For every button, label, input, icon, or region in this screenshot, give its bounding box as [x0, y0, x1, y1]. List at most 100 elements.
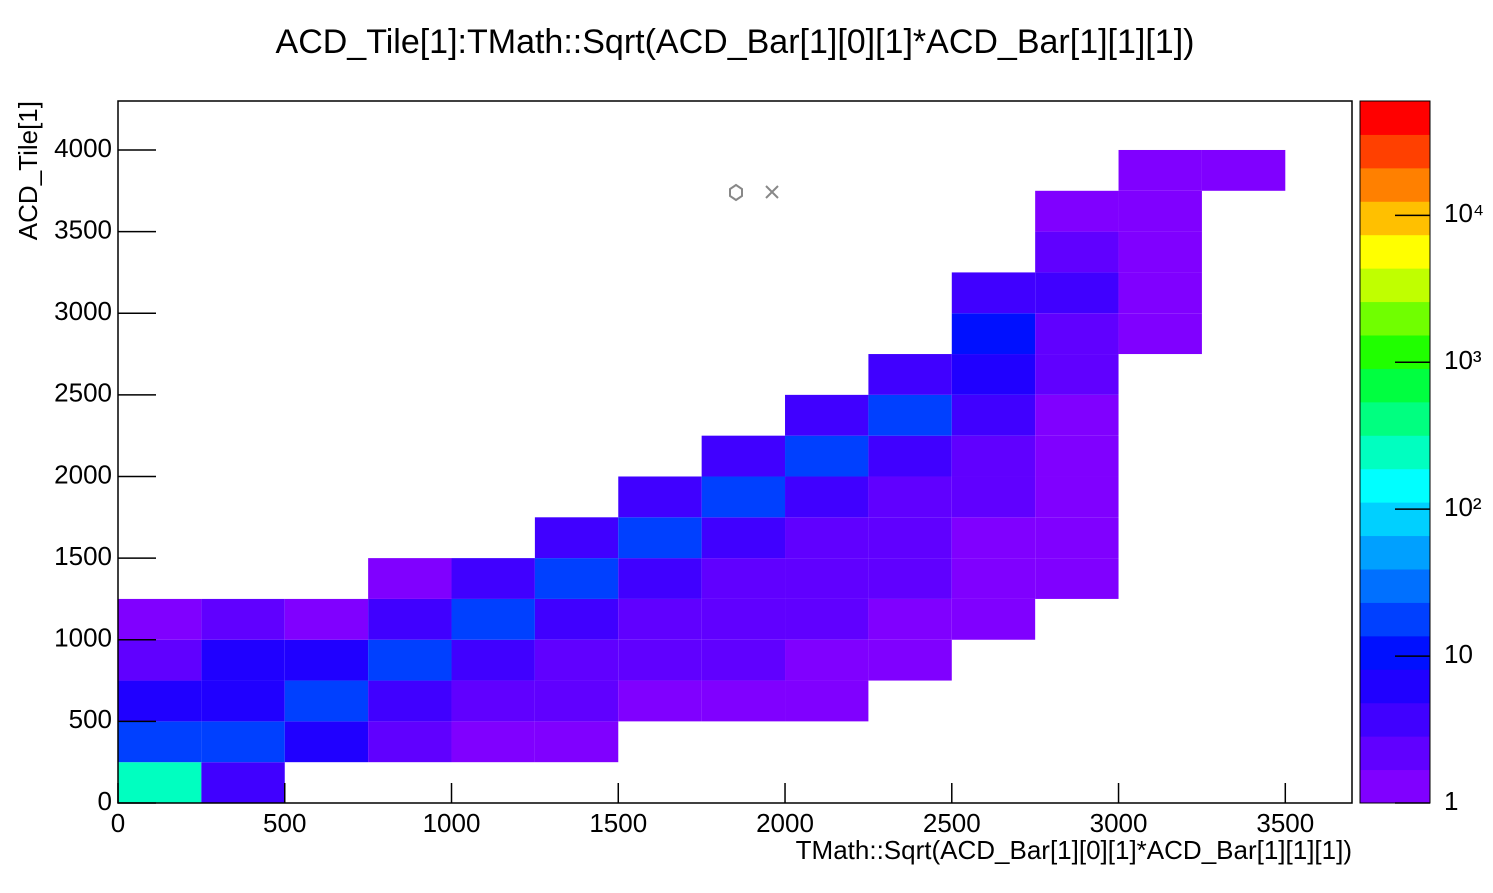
palette-band [1360, 335, 1430, 369]
palette-band [1360, 702, 1430, 737]
cell [618, 598, 702, 640]
cell [785, 517, 869, 559]
toolbar-icons [729, 183, 779, 202]
y-tick-label: 3000 [54, 296, 112, 326]
cell [1201, 149, 1286, 191]
y-tick-label: 0 [98, 786, 112, 816]
cell [1118, 149, 1202, 191]
cell [368, 598, 452, 640]
palette-band [1360, 736, 1430, 771]
cell [785, 558, 869, 599]
cell [1035, 190, 1119, 232]
cell [701, 639, 786, 681]
palette-band [1360, 234, 1430, 269]
y-tick-label: 2000 [54, 459, 112, 489]
cell [618, 476, 702, 518]
cell [701, 476, 786, 518]
cell [785, 476, 869, 518]
palette-band [1360, 602, 1430, 637]
cell [1035, 231, 1119, 273]
cell [868, 598, 952, 640]
cell [868, 476, 952, 518]
icon [729, 183, 743, 202]
cell [451, 721, 535, 763]
cell [118, 721, 202, 763]
x-tick-label: 3000 [1090, 808, 1148, 838]
x-tick-label: 0 [111, 808, 125, 838]
cell [368, 639, 452, 681]
cell [868, 517, 952, 559]
palette-band [1360, 301, 1430, 336]
cell [284, 721, 369, 763]
palette-band [1360, 468, 1430, 503]
cell [951, 435, 1036, 477]
cell [284, 639, 369, 681]
cell [118, 598, 202, 640]
chart-title: ACD_Tile[1]:TMath::Sqrt(ACD_Bar[1][0][1]… [276, 23, 1195, 61]
cell [868, 394, 952, 436]
cell [951, 598, 1036, 640]
cell [534, 558, 619, 599]
cell [451, 680, 535, 722]
cell [284, 680, 369, 722]
cell [701, 435, 786, 477]
cell [368, 680, 452, 722]
cell [1035, 354, 1119, 395]
cell [534, 598, 619, 640]
cell [618, 517, 702, 559]
cell [451, 558, 535, 599]
cell [868, 558, 952, 599]
cell [1118, 313, 1202, 355]
cell [701, 517, 786, 559]
palette-band [1360, 435, 1430, 470]
x-tick-label: 500 [263, 808, 306, 838]
cell [951, 476, 1036, 518]
palette-band [1360, 101, 1430, 135]
cell [1118, 190, 1202, 232]
palette-band [1360, 167, 1430, 202]
cell [368, 558, 452, 599]
cell [201, 721, 285, 763]
x-tick-label: 1000 [423, 808, 481, 838]
cell [868, 639, 952, 681]
cell [201, 598, 285, 640]
y-tick-label: 500 [69, 704, 112, 734]
palette-band [1360, 201, 1430, 236]
palette-band [1360, 268, 1430, 303]
palette-band [1360, 368, 1430, 403]
cell [451, 598, 535, 640]
cell [201, 762, 285, 803]
y-tick-label: 4000 [54, 133, 112, 163]
cell [1035, 476, 1119, 518]
z-tick-label: 10⁴ [1444, 198, 1484, 228]
plot-frame [117, 100, 1353, 804]
x-tick-label: 2000 [756, 808, 814, 838]
x-tick-label: 1500 [589, 808, 647, 838]
palette-band [1360, 769, 1430, 804]
cell [368, 721, 452, 763]
cell [534, 721, 619, 763]
cell [785, 394, 869, 436]
cell [785, 639, 869, 681]
palette-band [1360, 635, 1430, 670]
palette-band [1360, 401, 1430, 436]
x-axis-title: TMath::Sqrt(ACD_Bar[1][0][1]*ACD_Bar[1][… [796, 835, 1352, 865]
z-tick-label: 10 [1444, 639, 1473, 669]
y-tick-label: 2500 [54, 378, 112, 408]
cell [618, 558, 702, 599]
cell [701, 558, 786, 599]
cell [1035, 394, 1119, 436]
cell [1118, 231, 1202, 273]
palette-band [1360, 134, 1430, 169]
cell [1118, 272, 1202, 314]
cell [785, 680, 869, 722]
z-tick-label: 10² [1444, 492, 1482, 522]
palette-band [1360, 502, 1430, 537]
y-axis-title: ACD_Tile[1] [13, 101, 43, 240]
palette-band [1360, 535, 1430, 570]
cell [1035, 517, 1119, 559]
icon [765, 185, 779, 199]
cell [534, 517, 619, 559]
palette-band [1360, 569, 1430, 603]
